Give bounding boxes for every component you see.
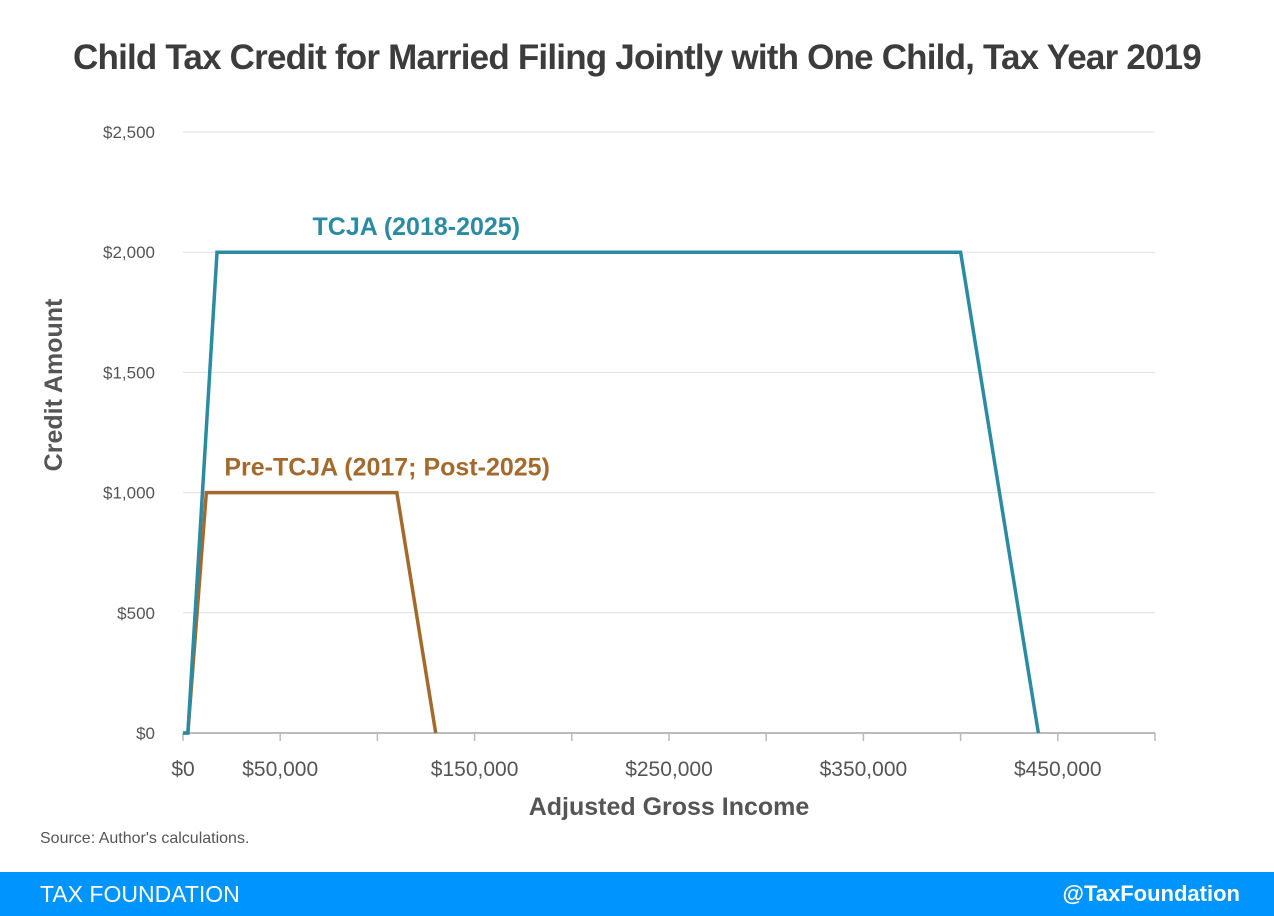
y-tick-label: $1,000: [103, 484, 155, 503]
series-label: TCJA (2018-2025): [313, 213, 521, 241]
series-line: [183, 250, 1041, 735]
x-tick-label: $250,000: [625, 758, 713, 781]
source-note: Source: Author's calculations.: [40, 830, 250, 847]
y-tick-label: $2,500: [103, 123, 155, 142]
brand-name: TAX FOUNDATION: [40, 881, 240, 907]
y-axis-label: Credit Amount: [40, 298, 68, 471]
y-tick-label: $0: [136, 724, 155, 743]
footer-bar: TAX FOUNDATION @TaxFoundation: [0, 872, 1274, 916]
y-tick-label: $1,500: [103, 363, 155, 382]
x-tick-label: $150,000: [431, 758, 519, 781]
y-tick-label: $500: [117, 604, 155, 623]
line-chart: $0 $500 $1,000 $1,500 $2,000 $2,500 $0 $50,000 $…: [40, 123, 1156, 821]
x-tick-label: $450,000: [1014, 758, 1102, 781]
chart-title: Child Tax Credit for Married Filing Join…: [73, 38, 1202, 77]
x-tick-label: $350,000: [820, 758, 908, 781]
x-axis-label: Adjusted Gross Income: [529, 793, 810, 821]
x-tick-label: $0: [171, 758, 194, 781]
series-label: Pre-TCJA (2017; Post-2025): [224, 454, 550, 482]
y-tick-label: $2,000: [103, 243, 155, 262]
x-tick-label: $50,000: [242, 758, 318, 781]
twitter-handle[interactable]: @TaxFoundation: [1062, 881, 1240, 906]
